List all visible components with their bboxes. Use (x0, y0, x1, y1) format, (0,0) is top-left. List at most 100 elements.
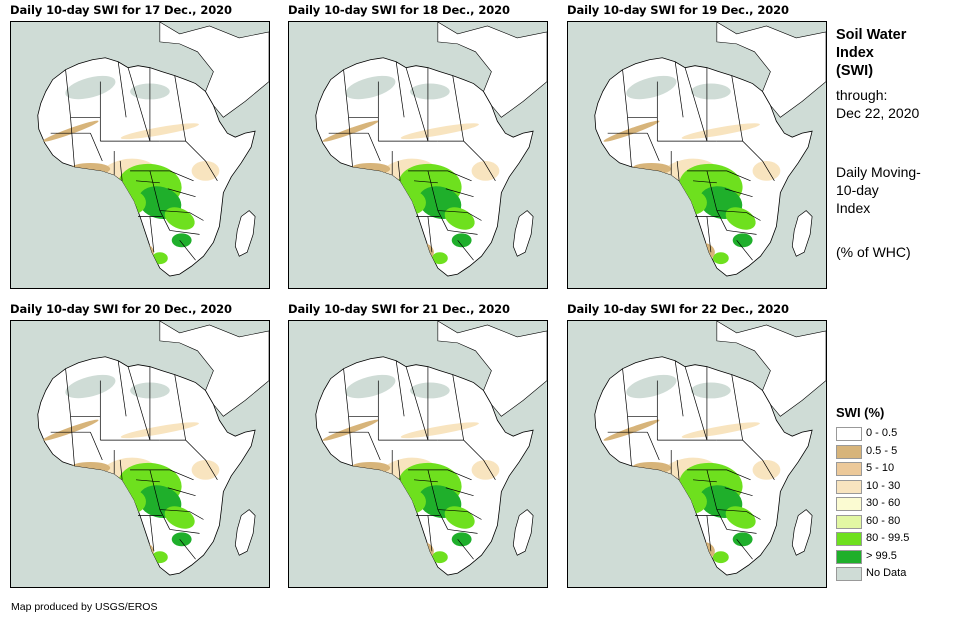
index-title-line-3: (SWI) (836, 63, 874, 79)
swi-area (164, 506, 195, 529)
surrounding-land (437, 321, 547, 417)
swi-area (350, 461, 391, 474)
swi-area (691, 382, 731, 399)
swi-area (603, 120, 660, 142)
surrounding-land (159, 321, 269, 417)
swi-area (451, 532, 472, 547)
swi-area (65, 75, 116, 100)
swi-area (126, 242, 154, 263)
country-border (397, 160, 401, 181)
country-border (149, 515, 155, 552)
swi-area (400, 422, 479, 439)
country-border (159, 140, 206, 162)
country-border (119, 160, 123, 181)
swi-area (410, 382, 450, 399)
country-border (437, 439, 484, 461)
country-border (70, 416, 75, 466)
legend-label: 60 - 80 (866, 514, 901, 527)
country-border (437, 210, 482, 221)
country-border (716, 439, 763, 461)
country-border (457, 539, 474, 560)
country-border (647, 432, 660, 461)
swi-area (675, 509, 692, 542)
country-border (706, 515, 712, 552)
swi-area (350, 162, 391, 175)
country-border (117, 61, 127, 118)
map-title: Daily 10-day SWI for 22 Dec., 2020 (567, 302, 789, 316)
country-border (70, 117, 75, 167)
through-label: through: (836, 87, 888, 103)
swi-area (191, 459, 220, 480)
swi-area (431, 551, 448, 564)
africa-map (594, 321, 826, 576)
swi-area (752, 459, 781, 480)
country-border (167, 188, 196, 198)
country-border (622, 368, 628, 417)
country-border (684, 366, 708, 441)
country-border (716, 140, 763, 162)
country-border (693, 180, 717, 184)
country-border (731, 374, 743, 441)
swi-area (191, 160, 220, 181)
legend-swatch (836, 549, 862, 564)
swi-area (70, 162, 111, 175)
legend-label: No Data (866, 567, 907, 579)
legend-label: 80 - 99.5 (866, 532, 910, 544)
country-border (706, 216, 712, 253)
country-border (395, 61, 405, 118)
country-border (762, 160, 775, 181)
africa-map (594, 22, 826, 277)
africa-map (315, 22, 547, 277)
credit-text: Map produced by USGS/EROS (11, 601, 158, 613)
country-border (483, 459, 496, 480)
swi-area (732, 532, 753, 547)
swi-area (65, 374, 116, 399)
country-border (127, 67, 151, 142)
country-border (159, 210, 171, 231)
country-border (149, 469, 161, 510)
swi-area (114, 509, 131, 542)
country-border (408, 170, 472, 182)
country-border (408, 469, 472, 481)
swi-area (626, 75, 677, 100)
swi-area (164, 207, 195, 230)
swi-area (691, 83, 731, 100)
surrounding-land (437, 22, 547, 118)
index-title-line-1: Soil Water (836, 27, 907, 43)
swi-area (712, 252, 729, 265)
country-border (119, 459, 123, 480)
swi-area (120, 422, 199, 439)
africa-map (37, 22, 269, 277)
country-border (149, 216, 155, 253)
swi-area (322, 120, 379, 142)
swi-area (70, 461, 111, 474)
country-border (676, 459, 680, 480)
madagascar (791, 509, 813, 556)
country-border (457, 240, 474, 261)
country-border (117, 360, 127, 417)
swi-area (322, 419, 379, 441)
description-line-2: 10-day (836, 182, 879, 198)
index-description: Daily Moving- 10-day Index (836, 163, 921, 217)
country-border (130, 469, 194, 481)
country-border (159, 509, 204, 520)
map-frame (288, 21, 548, 289)
swi-area (679, 190, 707, 215)
legend-swatch (836, 514, 862, 529)
country-border (445, 188, 474, 198)
country-border (627, 117, 632, 167)
legend-swatch (836, 567, 862, 581)
country-border (447, 230, 478, 235)
legend-swatch (836, 427, 862, 441)
country-border (427, 515, 433, 552)
legend-label: > 99.5 (866, 549, 897, 562)
country-border (427, 216, 433, 253)
swi-area (151, 551, 168, 564)
legend-swatch (836, 532, 862, 546)
country-border (368, 133, 381, 162)
country-border (647, 133, 660, 162)
country-border (405, 67, 429, 142)
africa-map (315, 321, 547, 576)
country-border (174, 374, 186, 441)
description-line-1: Daily Moving- (836, 164, 921, 180)
